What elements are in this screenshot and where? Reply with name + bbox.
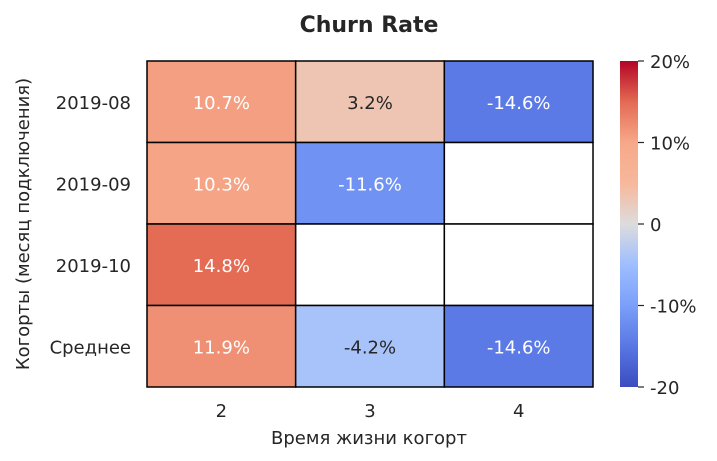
- heatmap-cell-label: 3.2%: [347, 93, 393, 114]
- x-tick-label: 3: [364, 401, 375, 422]
- heatmap-cell-label: 11.9%: [193, 337, 250, 358]
- chart-title: Churn Rate: [300, 13, 439, 38]
- heatmap-cell: [146, 141, 297, 225]
- x-axis-label: Время жизни когорт: [271, 428, 467, 449]
- x-tick-label: 2: [216, 401, 227, 422]
- heatmap-cell: [443, 304, 594, 388]
- y-tick-labels: 2019-08 2019-09 2019-10 Среднее: [50, 93, 131, 359]
- x-tick-label: 4: [513, 401, 524, 422]
- x-tick-labels: 2 3 4: [216, 401, 525, 422]
- y-tick-label: 2019-10: [56, 256, 131, 277]
- colorbar-tick-label: 20%: [650, 52, 690, 73]
- heatmap-cell-label: 10.3%: [193, 174, 250, 195]
- heatmap-cell: [443, 223, 594, 307]
- colorbar-tick-label: 10%: [650, 134, 690, 155]
- heatmap-cell-label: -4.2%: [344, 337, 396, 358]
- heatmap-cell: [294, 60, 446, 144]
- heatmap-cell-label: 14.8%: [193, 256, 250, 277]
- y-tick-label: Среднее: [50, 337, 131, 358]
- heatmap-cell: [443, 141, 594, 225]
- heatmap-cells: 10.7% 3.2% -14.6% 10.3% -11.6% 14.8% 11.9% -4.2…: [146, 60, 594, 388]
- heatmap-cell: [294, 304, 446, 388]
- colorbar-tick-label: -20: [650, 378, 679, 399]
- colorbar-gradient: [620, 61, 638, 387]
- heatmap-cell-label: -14.6%: [487, 93, 551, 114]
- colorbar-ticks: 20% 10% 0 -10% -20: [638, 52, 697, 399]
- heatmap-cell: [146, 60, 297, 144]
- y-tick-label: 2019-09: [56, 174, 131, 195]
- y-axis-label: Когорты (месяц подключения): [13, 78, 34, 370]
- heatmap-cell: [146, 304, 297, 388]
- heatmap-cell: [294, 223, 446, 307]
- heatmap-cell-label: -14.6%: [487, 337, 551, 358]
- y-tick-label: 2019-08: [56, 93, 131, 114]
- heatmap-cell-label: -11.6%: [338, 174, 402, 195]
- colorbar: 20% 10% 0 -10% -20: [620, 52, 697, 399]
- heatmap-cell-label: 10.7%: [193, 93, 250, 114]
- colorbar-tick-label: -10%: [650, 297, 697, 318]
- colorbar-tick-label: 0: [650, 215, 661, 236]
- heatmap-cell: [146, 223, 297, 307]
- heatmap-cell: [443, 60, 594, 144]
